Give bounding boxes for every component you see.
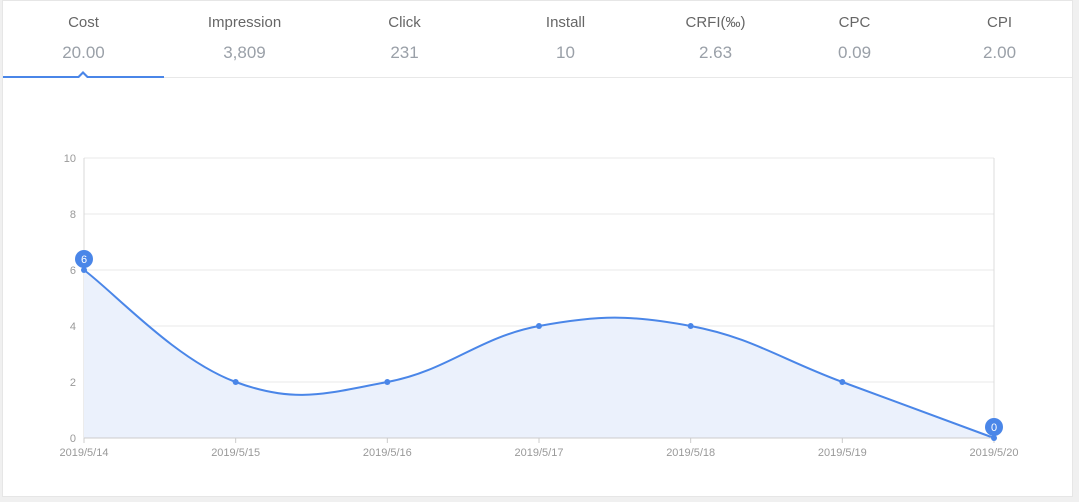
- data-point: [384, 379, 391, 385]
- y-tick-label: 6: [70, 265, 76, 277]
- data-label: 6: [81, 254, 87, 266]
- metric-label: Click: [388, 14, 421, 31]
- data-label-badge: [75, 250, 93, 268]
- metric-tab-cost[interactable]: Cost 20.00: [3, 1, 164, 78]
- y-tick-label: 10: [64, 153, 76, 165]
- data-label: 0: [991, 422, 997, 434]
- y-tick-label: 4: [70, 321, 76, 333]
- series-area: [84, 270, 994, 438]
- metric-value: 231: [390, 43, 419, 62]
- metric-value: 0.09: [837, 43, 872, 62]
- metric-tab-cpi[interactable]: CPI 2.00: [919, 1, 1079, 77]
- data-point: [839, 379, 846, 385]
- metric-label: Cost: [68, 14, 99, 31]
- metric-label: Install: [545, 14, 586, 31]
- x-tick-label: 2019/5/17: [515, 447, 564, 459]
- y-tick-label: 2: [70, 377, 76, 389]
- data-point: [536, 323, 542, 329]
- metric-tab-cpc[interactable]: CPC 0.09: [774, 1, 935, 77]
- metric-tabs: Cost 20.00 Impression 3,809 Click 231 In…: [3, 1, 1072, 78]
- metric-tab-click[interactable]: Click 231: [324, 1, 485, 77]
- y-tick-label: 0: [70, 433, 76, 445]
- x-tick-label: 2019/5/16: [363, 447, 412, 459]
- caret-up-icon-inner: [79, 74, 87, 78]
- y-tick-label: 8: [70, 209, 76, 221]
- x-tick-label: 2019/5/14: [60, 447, 109, 459]
- metric-value: 10: [556, 43, 575, 62]
- x-tick-label: 2019/5/15: [211, 447, 260, 459]
- x-tick-label: 2019/5/19: [818, 447, 867, 459]
- metric-label: Impression: [207, 14, 282, 31]
- metric-value: 2.00: [982, 43, 1017, 62]
- metric-value: 2.63: [698, 43, 733, 62]
- x-tick-label: 2019/5/20: [970, 447, 1019, 459]
- metric-value: 20.00: [62, 43, 105, 62]
- metric-tab-crfi[interactable]: CRFI(‰) 2.63: [635, 1, 796, 77]
- metric-label: CPC: [838, 14, 871, 31]
- metric-label: CRFI(‰): [685, 14, 746, 31]
- data-label-badge: [985, 418, 1003, 436]
- data-point: [687, 323, 694, 329]
- data-point: [232, 379, 239, 385]
- metric-tab-impression[interactable]: Impression 3,809: [164, 1, 325, 77]
- metric-label: CPI: [986, 14, 1012, 31]
- x-tick-label: 2019/5/18: [666, 447, 715, 459]
- metric-tab-install[interactable]: Install 10: [485, 1, 646, 77]
- metric-value: 3,809: [223, 43, 266, 62]
